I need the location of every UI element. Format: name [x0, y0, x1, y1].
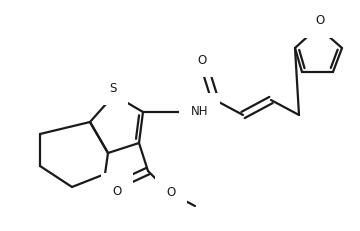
Text: O: O	[112, 185, 122, 198]
Text: NH: NH	[191, 105, 208, 118]
Text: S: S	[109, 81, 117, 94]
Text: O: O	[166, 186, 176, 199]
Text: O: O	[197, 53, 207, 66]
Text: O: O	[315, 14, 325, 27]
